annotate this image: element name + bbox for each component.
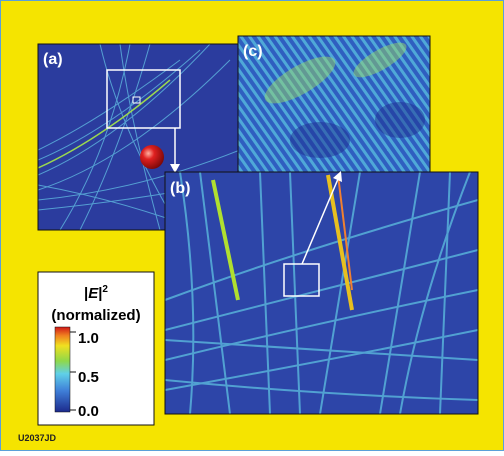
footer-code: U2037JD (18, 433, 57, 443)
panel-c-image (237, 35, 431, 173)
panel-label: (c) (243, 43, 263, 60)
colorbar-tick-label: 0.5 (78, 369, 99, 386)
zoom-arrow (301, 178, 339, 265)
arrow-head (333, 171, 342, 182)
colorbar-title: |E|2 (84, 284, 108, 302)
panel-b-frame (164, 171, 479, 415)
colorbar-tick-label: 1.0 (78, 330, 99, 347)
colorbar-unit: (normalized) (51, 307, 140, 324)
colorbar (54, 326, 71, 413)
arrow-head (170, 164, 180, 173)
panel-label: (b) (170, 180, 190, 197)
panel-c-pattern (264, 42, 425, 158)
panel-a-image (38, 44, 240, 230)
panel-b-image (165, 172, 478, 414)
colorbar-tick-label: 0.0 (78, 403, 99, 420)
panel-label: (a) (43, 51, 63, 68)
